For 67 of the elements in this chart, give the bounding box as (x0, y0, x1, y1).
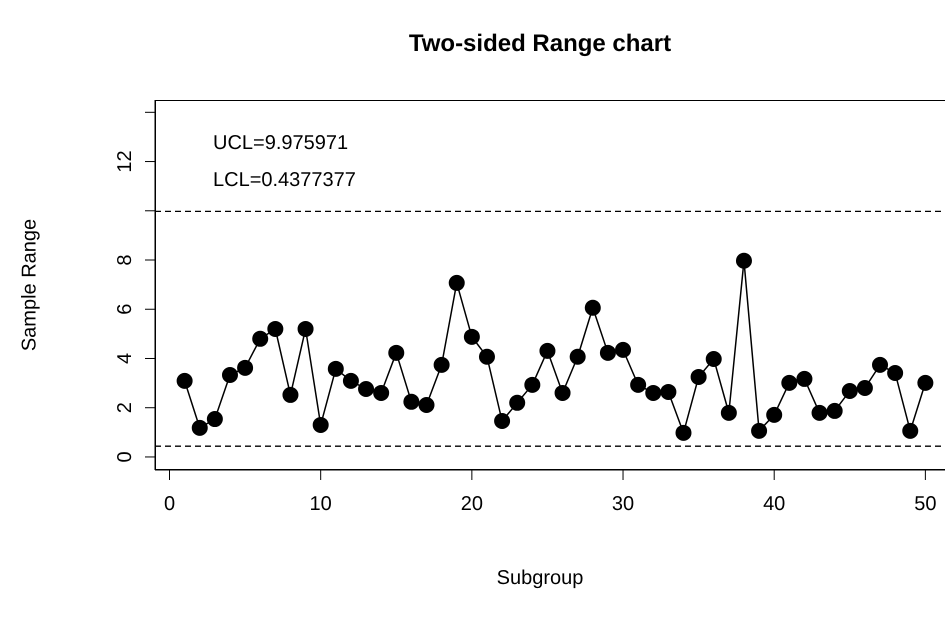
point (826, 402, 843, 419)
point (192, 420, 208, 436)
y-tick-label: 0 (114, 451, 136, 463)
point (706, 350, 722, 367)
annotation: UCL=9.975971 (213, 131, 350, 156)
point (448, 274, 465, 291)
point (282, 386, 298, 403)
point (176, 372, 193, 389)
point (781, 374, 798, 391)
point (812, 404, 828, 421)
y-tick-label: 12 (114, 150, 136, 173)
point (267, 320, 284, 337)
point (554, 384, 571, 401)
point (464, 328, 480, 345)
point (872, 356, 888, 373)
point (539, 342, 556, 359)
x-tick-label: 30 (612, 493, 634, 515)
point (570, 348, 586, 365)
point (736, 252, 752, 269)
point (856, 380, 873, 396)
annotation: LCL=0.4377377 (213, 168, 356, 193)
point (237, 360, 254, 376)
point (660, 384, 676, 400)
y-tick-label: 8 (114, 254, 136, 266)
chart-title: Two-sided Range chart (408, 30, 672, 58)
point (645, 384, 662, 401)
point (524, 376, 540, 393)
x-axis-title: Subgroup (496, 567, 584, 590)
point (509, 394, 526, 411)
y-tick-label: 6 (114, 304, 136, 315)
point (358, 381, 374, 398)
point (584, 300, 601, 316)
point (630, 376, 646, 393)
point (418, 397, 435, 414)
x-tick-label: 0 (164, 493, 176, 515)
point (887, 365, 904, 382)
point (373, 384, 390, 401)
x-tick-label: 40 (763, 493, 786, 515)
point (917, 374, 934, 391)
y-tick-label: 2 (114, 402, 136, 414)
point (403, 394, 420, 410)
point (342, 372, 359, 389)
point (298, 320, 314, 337)
point (222, 366, 238, 383)
point (600, 344, 616, 361)
point (690, 368, 707, 385)
point (494, 413, 510, 430)
y-tick-label: 4 (114, 352, 136, 364)
x-tick-label: 50 (914, 493, 936, 515)
point (328, 360, 344, 377)
point (206, 411, 223, 428)
point (478, 348, 495, 365)
point (720, 404, 737, 421)
point (615, 342, 632, 358)
point (751, 422, 768, 439)
point (902, 422, 918, 439)
x-tick-label: 20 (460, 493, 483, 515)
x-tick-label: 10 (310, 493, 332, 515)
y-axis-title: Sample Range (18, 218, 42, 352)
point (434, 356, 450, 373)
point (842, 382, 858, 399)
point (388, 344, 404, 361)
point (312, 416, 329, 433)
point (766, 406, 782, 423)
point (675, 424, 692, 441)
point (796, 370, 812, 387)
point (252, 330, 268, 347)
